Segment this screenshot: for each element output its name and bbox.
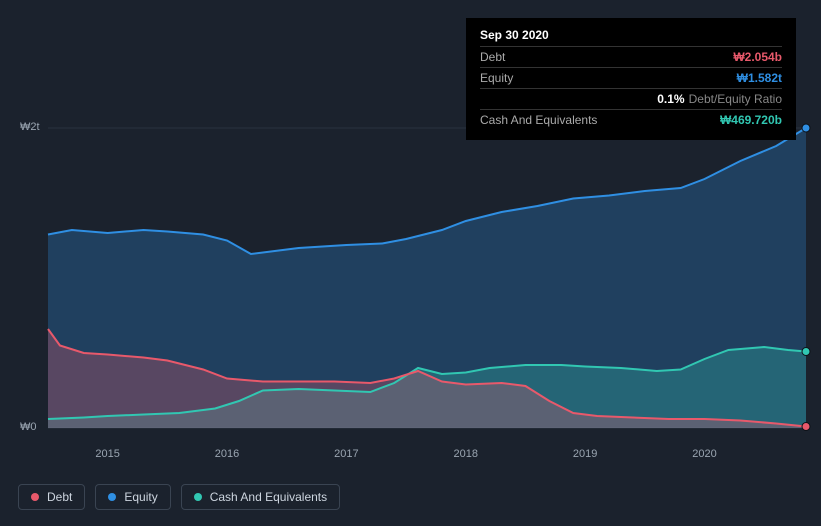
tooltip-rows: Debt ₩2.054b Equity ₩1.582t 0.1%Debt/Equity … [480,46,782,130]
tooltip-row-label [480,92,630,106]
legend: Debt Equity Cash And Equivalents [18,484,340,510]
tooltip-row: Cash And Equivalents ₩469.720b [480,109,782,130]
legend-label: Equity [124,490,157,504]
tooltip: Sep 30 2020 Debt ₩2.054b Equity ₩1.582t 0.1%… [466,18,796,140]
legend-dot-icon [31,493,39,501]
y-axis-label: ₩2t [20,121,40,133]
tooltip-row-value: ₩469.720b [720,113,782,127]
y-axis-label: ₩0 [20,421,37,433]
tooltip-row: Equity ₩1.582t [480,67,782,88]
legend-dot-icon [194,493,202,501]
tooltip-row-value: 0.1%Debt/Equity Ratio [657,92,782,106]
legend-dot-icon [108,493,116,501]
chart-container: Sep 30 2020 Debt ₩2.054b Equity ₩1.582t 0.1%… [0,0,821,526]
x-axis-label: 2017 [334,448,358,460]
tooltip-row: Debt ₩2.054b [480,46,782,67]
tooltip-date: Sep 30 2020 [480,28,782,42]
x-axis-label: 2015 [95,448,119,460]
x-axis-label: 2016 [215,448,239,460]
legend-item[interactable]: Equity [95,484,170,510]
tooltip-row-subtext: Debt/Equity Ratio [689,92,782,106]
legend-item[interactable]: Debt [18,484,85,510]
tooltip-row-label: Cash And Equivalents [480,113,630,127]
tooltip-row-value: ₩2.054b [733,50,782,64]
legend-label: Debt [47,490,72,504]
x-axis-label: 2019 [573,448,597,460]
tooltip-row: 0.1%Debt/Equity Ratio [480,88,782,109]
x-axis-label: 2020 [692,448,716,460]
tooltip-row-label: Equity [480,71,630,85]
legend-label: Cash And Equivalents [210,490,327,504]
legend-item[interactable]: Cash And Equivalents [181,484,340,510]
tooltip-row-value: ₩1.582t [737,71,782,85]
tooltip-row-label: Debt [480,50,630,64]
x-axis-label: 2018 [454,448,478,460]
